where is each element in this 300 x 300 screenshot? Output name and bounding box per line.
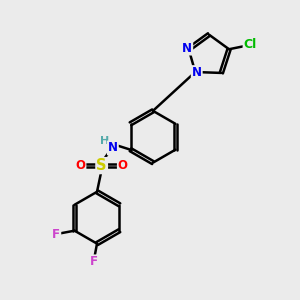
Text: N: N [182, 41, 192, 55]
Text: O: O [118, 159, 128, 172]
Text: S: S [96, 158, 107, 173]
Text: F: F [89, 255, 98, 268]
Text: F: F [52, 228, 60, 241]
Text: O: O [75, 159, 85, 172]
Text: Cl: Cl [244, 38, 257, 51]
Text: N: N [108, 141, 118, 154]
Text: N: N [192, 66, 202, 79]
Text: H: H [100, 136, 109, 146]
